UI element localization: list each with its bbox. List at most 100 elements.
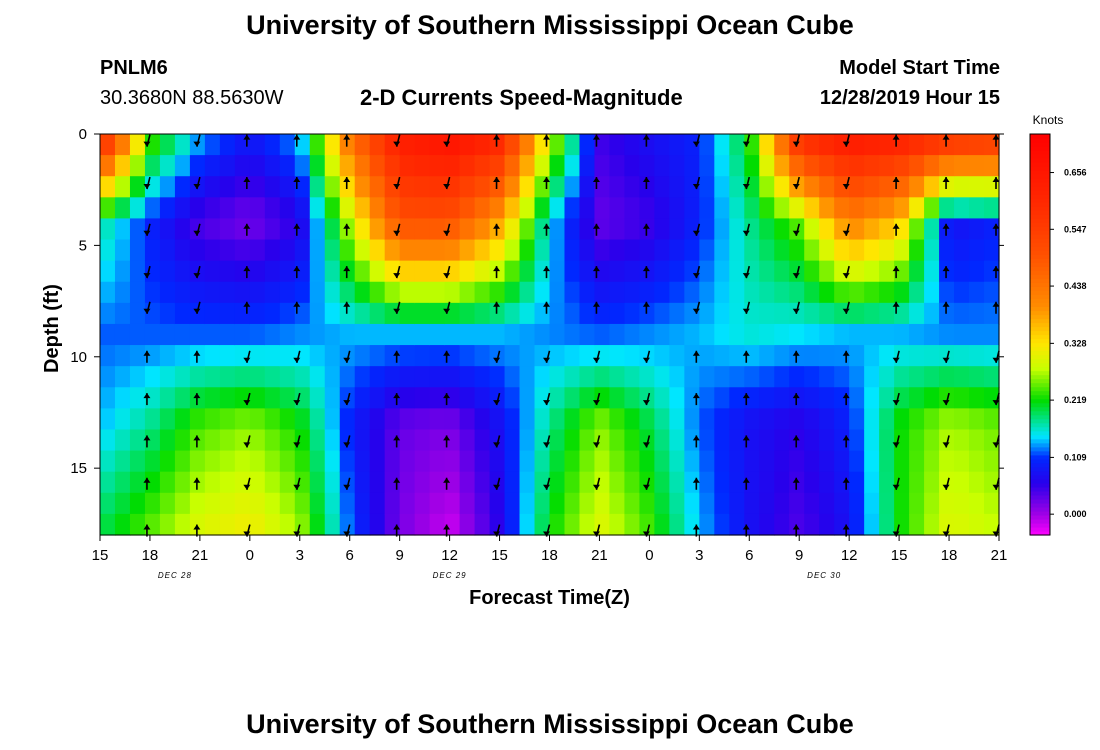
- heatmap-cell: [699, 450, 715, 473]
- heatmap-cell: [474, 513, 491, 536]
- heatmap-cell: [249, 239, 266, 262]
- heatmap-cell: [849, 345, 865, 367]
- heatmap-cell: [234, 323, 251, 346]
- heatmap-cell: [729, 176, 745, 198]
- heatmap-cell: [819, 450, 835, 473]
- heatmap-cell: [744, 471, 760, 494]
- heatmap-cell: [744, 239, 760, 262]
- x-tick-label: 15: [92, 547, 109, 564]
- heatmap-cell: [309, 155, 326, 177]
- colorbar-segment: [1030, 242, 1050, 247]
- heatmap-cell: [504, 134, 521, 156]
- heatmap-cell: [354, 450, 371, 473]
- heatmap-cell: [354, 471, 371, 494]
- heatmap-cell: [789, 218, 805, 241]
- current-arrow: [592, 177, 600, 190]
- current-arrow: [193, 265, 201, 279]
- heatmap-cell: [699, 366, 715, 388]
- heatmap-cell: [114, 260, 131, 283]
- heatmap-cell: [414, 218, 431, 241]
- heatmap-cell: [684, 302, 700, 325]
- heatmap-cell: [100, 450, 116, 473]
- heatmap-cell: [489, 387, 506, 409]
- heatmap-cell: [354, 366, 371, 388]
- heatmap-cell: [579, 492, 596, 515]
- heatmap-cell: [804, 492, 820, 515]
- heatmap-cell: [744, 513, 760, 536]
- colorbar-segment: [1030, 186, 1050, 191]
- heatmap-cell: [894, 239, 910, 262]
- heatmap-cell: [729, 408, 745, 431]
- heatmap-cell: [100, 155, 116, 177]
- heatmap-cell: [549, 302, 566, 325]
- heatmap-cell: [804, 302, 820, 325]
- heatmap-cell: [234, 408, 251, 431]
- heatmap-cell: [114, 176, 131, 198]
- heatmap-cell: [100, 197, 116, 220]
- heatmap-cell: [294, 408, 311, 431]
- current-arrow: [543, 223, 550, 236]
- heatmap-cell: [459, 429, 476, 452]
- heatmap-cell: [279, 492, 296, 515]
- heatmap-cell: [969, 260, 985, 283]
- colorbar-segment: [1030, 210, 1050, 215]
- heatmap-cell: [579, 323, 596, 346]
- heatmap-cell: [804, 408, 820, 431]
- heatmap-cell: [219, 323, 236, 346]
- colorbar-segment: [1030, 154, 1050, 159]
- heatmap-cell: [279, 429, 296, 452]
- heatmap-cell: [100, 387, 116, 409]
- heatmap-cell: [954, 471, 970, 494]
- heatmap-cell: [324, 134, 341, 156]
- heatmap-cell: [864, 345, 880, 367]
- heatmap-cell: [699, 302, 715, 325]
- heatmap-cell: [204, 323, 221, 346]
- current-arrow: [842, 176, 850, 190]
- heatmap-cell: [909, 323, 925, 346]
- heatmap-cell: [669, 197, 685, 220]
- heatmap-cell: [264, 323, 281, 346]
- heatmap-cell: [909, 281, 925, 304]
- heatmap-cell: [369, 197, 386, 220]
- heatmap-cell: [519, 450, 536, 473]
- heatmap-cell: [759, 366, 775, 388]
- heatmap-cell: [969, 239, 985, 262]
- heatmap-cell: [129, 513, 146, 536]
- heatmap-cell: [114, 492, 131, 515]
- heatmap-cell: [849, 450, 865, 473]
- current-arrow: [193, 393, 201, 406]
- heatmap-cell: [369, 408, 386, 431]
- heatmap-cell: [174, 260, 191, 283]
- colorbar: 0.000 0.109 0.219 0.328 0.438 0.547 0.656: [1029, 133, 1087, 536]
- heatmap-cell: [594, 471, 611, 494]
- heatmap-cell: [894, 492, 910, 515]
- colorbar-segment: [1030, 454, 1050, 460]
- heatmap-cell: [969, 281, 985, 304]
- heatmap-cell: [444, 239, 461, 262]
- heatmap-cell: [159, 492, 176, 515]
- heatmap-cell: [759, 429, 775, 452]
- heatmap-cell: [129, 155, 146, 177]
- x-tick-label: 9: [795, 547, 803, 564]
- heatmap-cell: [354, 302, 371, 325]
- heatmap-cell: [594, 197, 611, 220]
- heatmap-cell: [834, 281, 850, 304]
- colorbar-segment: [1030, 450, 1050, 456]
- heatmap-cell: [429, 197, 446, 220]
- heatmap-cell: [309, 429, 326, 452]
- station-id: PNLM6: [100, 57, 168, 79]
- heatmap-cell: [234, 155, 251, 177]
- heatmap-cell: [249, 513, 266, 536]
- heatmap-cell: [684, 176, 700, 198]
- heatmap-cell: [864, 408, 880, 431]
- heatmap-cell: [204, 302, 221, 325]
- heatmap-cell: [309, 345, 326, 367]
- heatmap-cell: [384, 281, 401, 304]
- heatmap-cell: [924, 345, 940, 367]
- heatmap-cell: [519, 239, 536, 262]
- heatmap-cell: [819, 302, 835, 325]
- heatmap-cell: [354, 387, 371, 409]
- heatmap-cell: [579, 302, 596, 325]
- heatmap-cell: [414, 134, 431, 156]
- heatmap-cell: [804, 366, 820, 388]
